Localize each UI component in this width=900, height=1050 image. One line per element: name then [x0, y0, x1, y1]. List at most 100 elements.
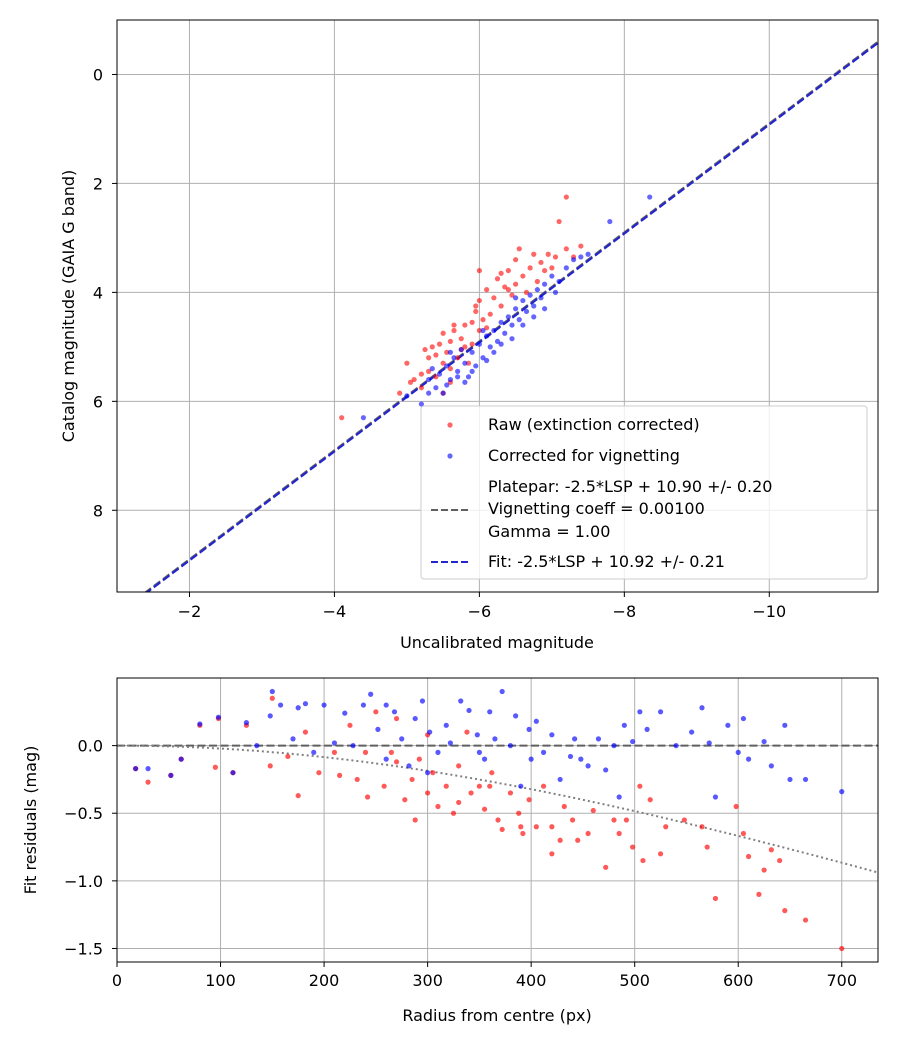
- corrected-residual-point: [269, 688, 275, 695]
- corrected-residual-point: [267, 713, 273, 719]
- corrected-residual-point: [689, 729, 695, 735]
- raw-point: [451, 327, 457, 334]
- corrected-residual-point: [487, 709, 493, 715]
- corrected-residual-point: [839, 789, 845, 795]
- corrected-residual-point: [572, 736, 578, 742]
- raw-residual-point: [540, 783, 547, 789]
- raw-residual-point: [575, 837, 581, 843]
- raw-residual-point: [381, 783, 387, 789]
- corrected-point: [607, 218, 613, 225]
- bottom-x-tick-label: 400: [516, 971, 547, 990]
- raw-point: [484, 287, 490, 293]
- corrected-residual-point: [476, 749, 482, 755]
- raw-point: [505, 287, 511, 293]
- raw-point: [447, 366, 453, 372]
- corrected-residual-point: [528, 756, 534, 762]
- corrected-residual-point: [585, 763, 591, 769]
- corrected-point: [436, 371, 443, 377]
- raw-residual-point: [585, 830, 591, 837]
- bottom-axes-frame: [116, 677, 879, 963]
- legend-fit-label: Fit: -2.5*LSP + 10.92 +/- 0.21: [488, 552, 725, 571]
- corrected-point: [516, 317, 522, 323]
- corrected-residual-point: [725, 722, 731, 728]
- corrected-residual-point: [644, 726, 650, 732]
- corrected-residual-point: [447, 740, 453, 746]
- raw-point: [513, 257, 519, 263]
- bottom-x-tick-label: 600: [723, 971, 754, 990]
- raw-residual-point: [487, 783, 493, 789]
- corrected-residual-point: [243, 720, 250, 726]
- bottom-y-tick-label: −1.5: [64, 939, 103, 958]
- corrected-point: [509, 336, 515, 342]
- raw-residual-point: [603, 864, 609, 870]
- raw-residual-point: [623, 817, 630, 823]
- top-y-tick-label: 0: [93, 65, 103, 84]
- corrected-point: [549, 273, 555, 279]
- raw-residual-point: [520, 830, 526, 837]
- raw-point: [505, 267, 511, 274]
- raw-residual-point: [269, 695, 275, 701]
- corrected-residual-point: [782, 722, 788, 728]
- corrected-residual-point: [507, 743, 514, 749]
- bottom-x-tick-label: 300: [412, 971, 443, 990]
- raw-point: [397, 390, 403, 396]
- bottom-y-tick-label: −1.0: [64, 872, 103, 891]
- raw-residual-point: [476, 783, 482, 789]
- corrected-point: [542, 306, 548, 312]
- corrected-point: [462, 360, 468, 366]
- raw-residual-point: [331, 749, 338, 755]
- corrected-residual-point: [699, 705, 705, 711]
- corrected-point: [527, 292, 533, 298]
- legend-corrected-marker: [447, 453, 453, 459]
- raw-residual-point: [354, 776, 360, 783]
- corrected-point: [447, 376, 453, 383]
- corrected-point: [531, 303, 537, 309]
- corrected-residual-point: [802, 776, 809, 783]
- corrected-residual-point: [350, 743, 356, 749]
- raw-residual-point: [526, 797, 532, 803]
- top-x-tick-label: −6: [468, 602, 492, 621]
- raw-point: [339, 415, 345, 421]
- corrected-residual-point: [567, 753, 574, 760]
- corrected-point: [542, 281, 548, 287]
- raw-point: [433, 352, 439, 358]
- legend-platepar-line2: Vignetting coeff = 0.00100: [488, 499, 705, 518]
- corrected-residual-point: [168, 772, 174, 778]
- top-y-tick-label: 4: [93, 283, 103, 302]
- residuals-plot: 0 100 200 300 400 500 600 700 0.0 −0.5 −1.0 −1.5 Ra…: [21, 677, 879, 1025]
- corrected-point: [455, 368, 461, 374]
- corrected-point: [418, 401, 424, 407]
- raw-residual-point: [409, 776, 415, 783]
- raw-residual-point: [681, 817, 687, 823]
- raw-point: [469, 341, 475, 347]
- bottom-x-tick-label: 0: [112, 971, 122, 990]
- top-y-tick-label: 8: [93, 501, 103, 520]
- corrected-residual-point: [419, 698, 426, 704]
- corrected-residual-point: [499, 688, 505, 695]
- raw-point: [491, 295, 497, 301]
- top-x-tick-label: −8: [613, 602, 637, 621]
- raw-residual-point: [740, 830, 747, 837]
- raw-residual-point: [495, 817, 501, 823]
- raw-point: [516, 246, 522, 252]
- raw-residual-point: [616, 830, 622, 837]
- raw-residual-point: [839, 945, 845, 952]
- corrected-point: [523, 308, 530, 315]
- corrected-point: [426, 390, 432, 396]
- corrected-residual-point: [145, 766, 151, 772]
- corrected-residual-point: [178, 756, 184, 762]
- corrected-point: [585, 251, 591, 257]
- corrected-point: [484, 333, 490, 339]
- legend-platepar-line3: Gamma = 1.00: [488, 522, 610, 541]
- corrected-residual-point: [673, 743, 679, 749]
- raw-residual-point: [549, 851, 555, 857]
- raw-point: [455, 355, 461, 361]
- corrected-point: [563, 265, 569, 271]
- raw-residual-point: [450, 810, 457, 816]
- corrected-residual-point: [787, 776, 793, 783]
- corrected-residual-point: [768, 763, 774, 769]
- corrected-point: [447, 349, 453, 355]
- raw-point: [538, 259, 544, 266]
- corrected-residual-point: [540, 749, 547, 755]
- top-x-axis-label: Uncalibrated magnitude: [400, 633, 594, 652]
